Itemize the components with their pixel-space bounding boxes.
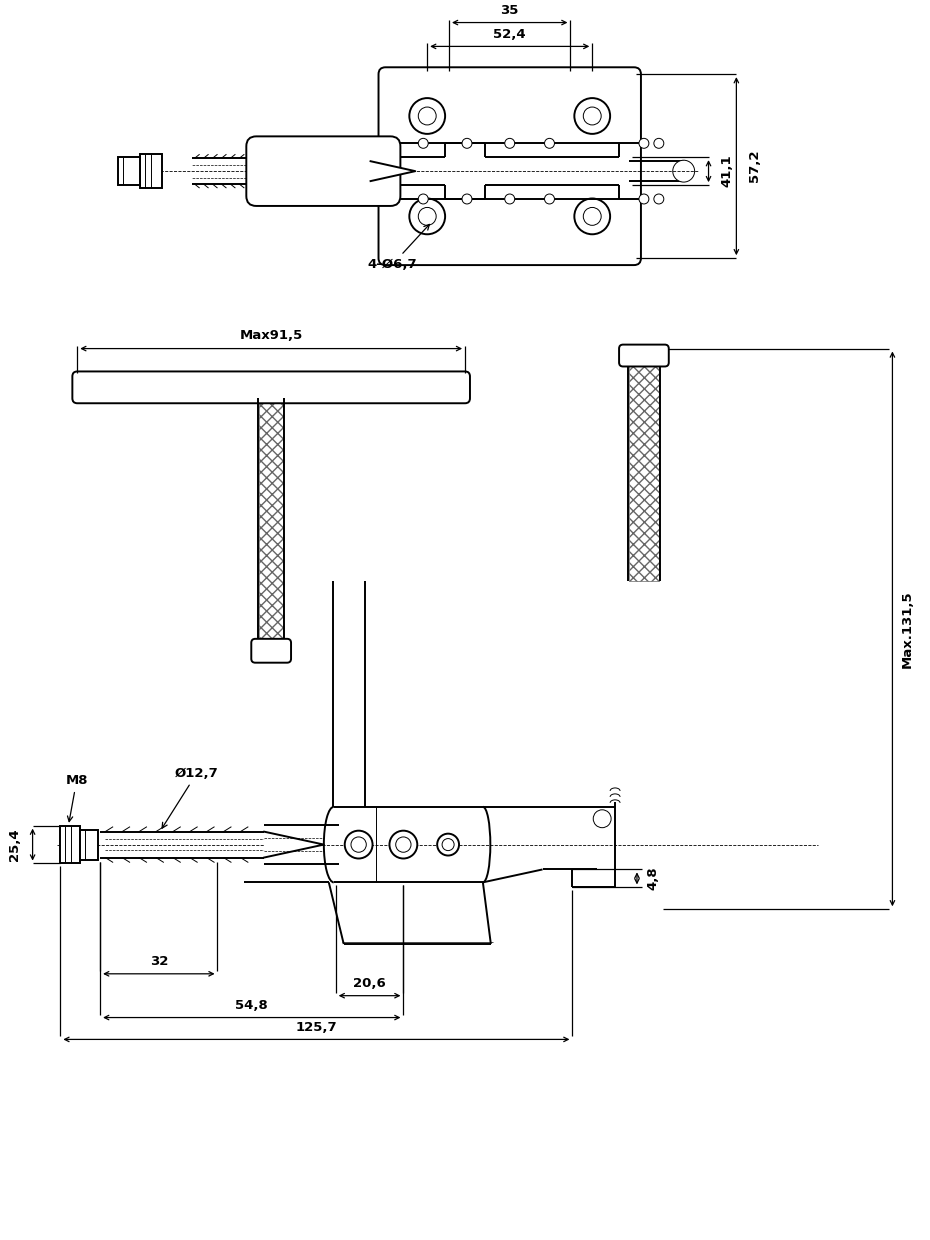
Text: 25,4: 25,4 <box>7 828 20 861</box>
Text: 4,8: 4,8 <box>647 867 660 890</box>
Circle shape <box>545 139 554 149</box>
Circle shape <box>583 107 601 125</box>
Circle shape <box>418 139 428 149</box>
FancyBboxPatch shape <box>379 67 641 265</box>
Circle shape <box>593 810 611 827</box>
Text: 35: 35 <box>500 4 519 17</box>
Circle shape <box>505 193 514 203</box>
Circle shape <box>654 139 664 149</box>
Bar <box>140 154 162 188</box>
Circle shape <box>639 193 649 203</box>
Circle shape <box>437 833 459 856</box>
Circle shape <box>396 837 411 852</box>
Bar <box>118 157 140 185</box>
Polygon shape <box>264 832 324 858</box>
Circle shape <box>575 98 610 134</box>
Text: M8: M8 <box>65 774 88 822</box>
Circle shape <box>672 160 695 182</box>
Polygon shape <box>259 399 283 642</box>
Polygon shape <box>81 378 461 397</box>
Text: Max.131,5: Max.131,5 <box>900 590 913 667</box>
Circle shape <box>462 193 472 203</box>
Text: 57,2: 57,2 <box>749 150 762 182</box>
Bar <box>80 830 99 859</box>
FancyBboxPatch shape <box>246 136 401 206</box>
FancyBboxPatch shape <box>619 345 669 367</box>
Circle shape <box>418 107 436 125</box>
FancyBboxPatch shape <box>251 639 291 662</box>
Text: 125,7: 125,7 <box>296 1021 338 1034</box>
Circle shape <box>442 838 454 851</box>
Circle shape <box>654 193 664 203</box>
Circle shape <box>462 139 472 149</box>
Circle shape <box>583 207 601 226</box>
Circle shape <box>345 831 373 858</box>
Text: 54,8: 54,8 <box>235 999 268 1012</box>
FancyBboxPatch shape <box>73 372 470 403</box>
Circle shape <box>575 198 610 234</box>
Circle shape <box>418 193 428 203</box>
Circle shape <box>409 98 445 134</box>
Text: 32: 32 <box>150 955 168 968</box>
Bar <box>60 826 80 863</box>
Circle shape <box>639 139 649 149</box>
Circle shape <box>409 198 445 234</box>
Text: 52,4: 52,4 <box>494 29 526 41</box>
Polygon shape <box>370 161 416 181</box>
Circle shape <box>390 831 418 858</box>
Circle shape <box>351 837 366 852</box>
Circle shape <box>418 207 436 226</box>
Text: Ø12,7: Ø12,7 <box>162 768 219 828</box>
Text: 41,1: 41,1 <box>721 155 734 187</box>
Polygon shape <box>629 362 658 582</box>
Text: 4-Ø6,7: 4-Ø6,7 <box>367 224 430 272</box>
Text: 20,6: 20,6 <box>353 977 386 991</box>
Circle shape <box>505 139 514 149</box>
Circle shape <box>545 193 554 203</box>
Text: Max91,5: Max91,5 <box>240 329 303 342</box>
